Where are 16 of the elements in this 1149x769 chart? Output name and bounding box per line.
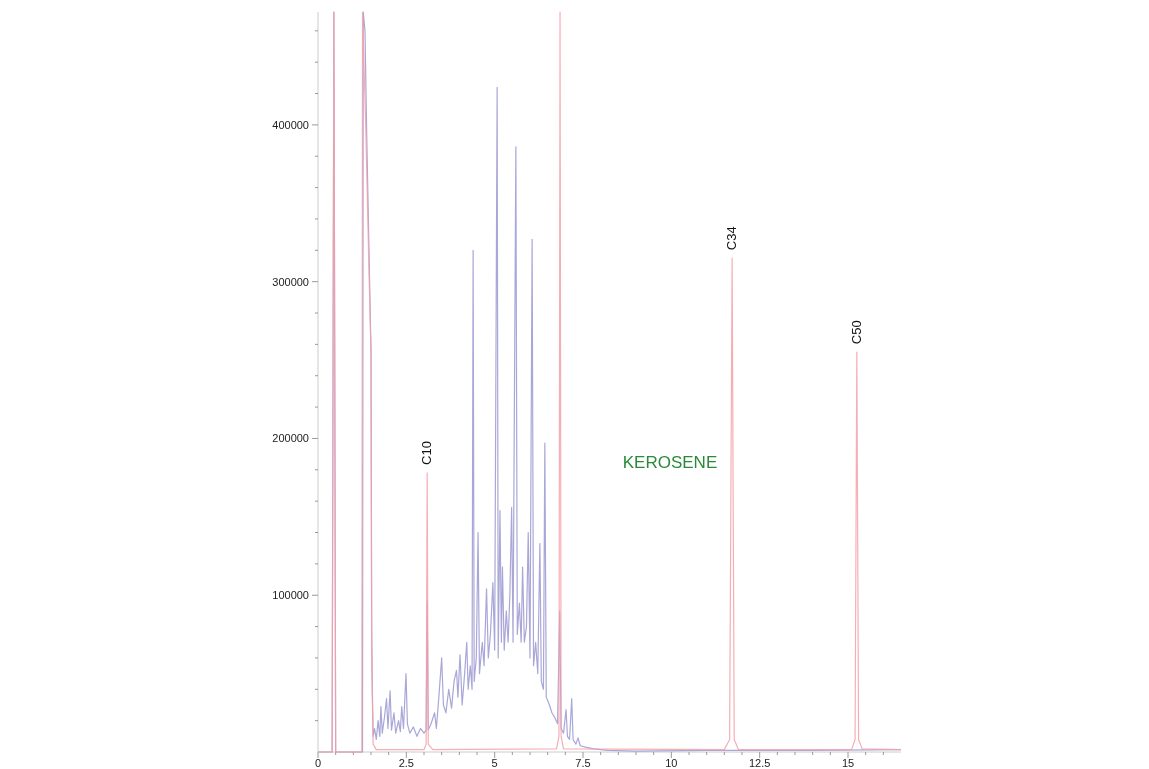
line-series — [317, 11, 902, 753]
y-tick-label: 400000 — [272, 118, 309, 131]
x-tick-label: 12.5 — [748, 757, 771, 769]
x-tick-label: 10 — [665, 757, 678, 769]
annotation: KEROSENE — [622, 453, 718, 472]
y-tick-label: 200000 — [272, 432, 309, 445]
x-tick-label: 15 — [841, 757, 855, 769]
y-tick-label: 100000 — [272, 589, 309, 602]
x-tick-label: 0 — [314, 757, 322, 769]
annotation: C10 — [419, 441, 435, 465]
x-tick-label: 7.5 — [575, 757, 591, 769]
x-tick-label: 5 — [491, 757, 498, 769]
y-tick-label: 300000 — [272, 275, 309, 288]
x-tick-label: 2.5 — [398, 757, 414, 769]
annotation: C34 — [724, 226, 740, 251]
annotation: C50 — [848, 320, 864, 345]
